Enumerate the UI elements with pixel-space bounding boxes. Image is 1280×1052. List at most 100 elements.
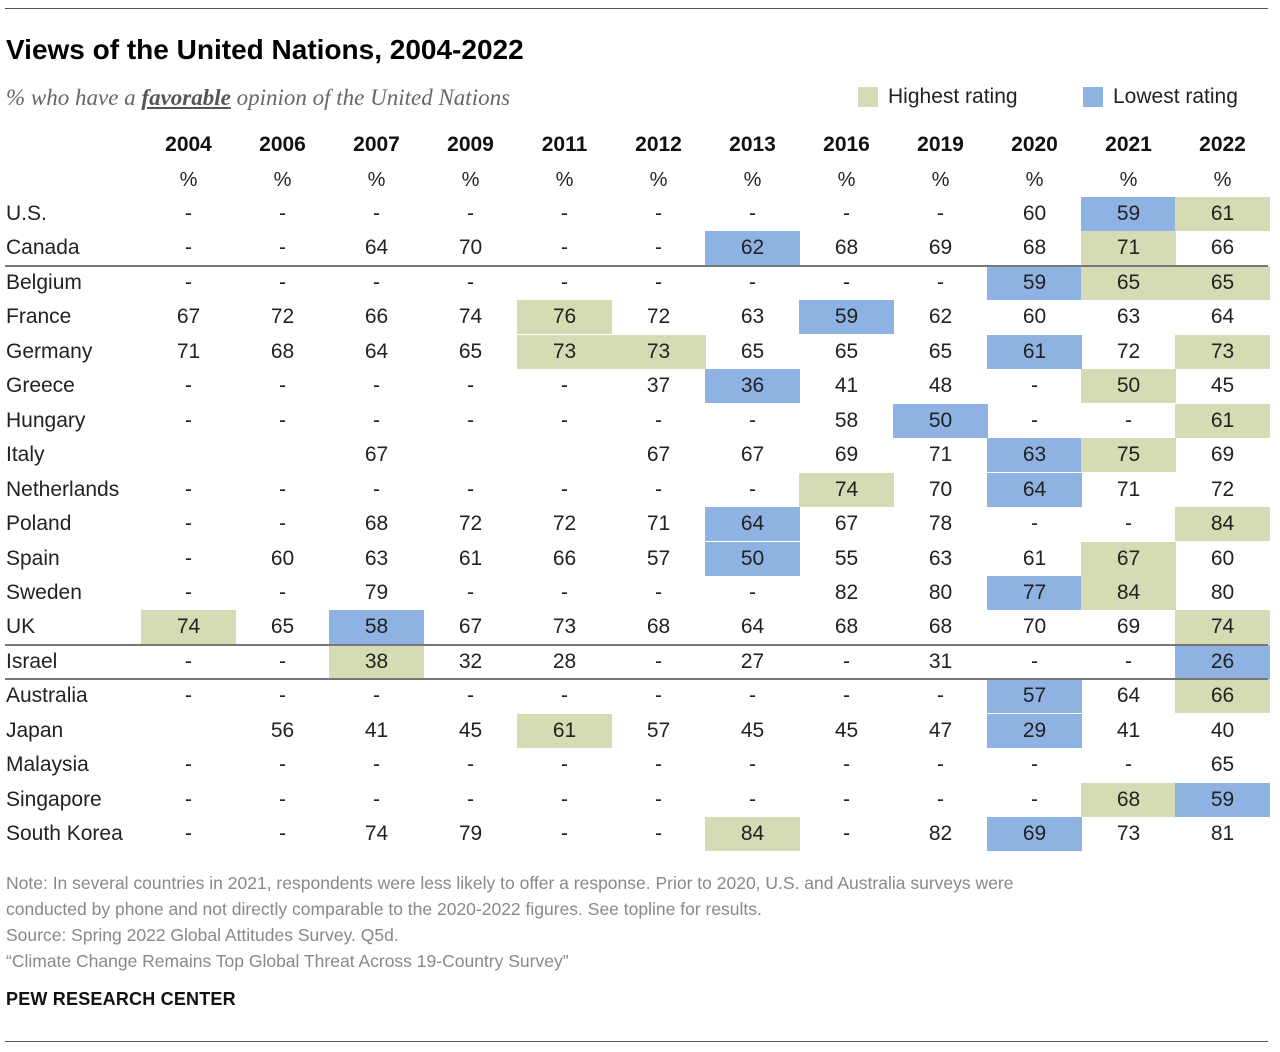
- row-label-south-korea: South Korea: [6, 822, 123, 845]
- cell-germany-2011: 73: [517, 335, 612, 369]
- year-header-2022: 2022: [1199, 133, 1246, 156]
- cell-australia-2016: -: [843, 684, 850, 707]
- legend-lowest: Lowest rating: [1083, 84, 1238, 110]
- cell-france-2020: 60: [1022, 305, 1047, 328]
- cell-canada-2009: 70: [458, 236, 483, 259]
- cell-u-s-2013: -: [749, 202, 756, 225]
- cell-belgium-2012: -: [655, 271, 662, 294]
- cell-greece-2004: -: [185, 374, 192, 397]
- cell-uk-2022: 74: [1175, 610, 1270, 644]
- cell-malaysia-2006: -: [279, 753, 286, 776]
- top-rule: [5, 8, 1268, 9]
- cell-israel-2006: -: [279, 650, 286, 673]
- cell-canada-2020: 68: [1022, 236, 1047, 259]
- cell-israel-2004: -: [185, 650, 192, 673]
- cell-u-s-2012: -: [655, 202, 662, 225]
- cell-sweden-2022: 80: [1210, 581, 1235, 604]
- year-header-2020: 2020: [1011, 133, 1058, 156]
- cell-spain-2007: 63: [364, 547, 389, 570]
- cell-singapore-2013: -: [749, 788, 756, 811]
- cell-uk-2007: 58: [329, 610, 424, 644]
- cell-australia-2022: 66: [1175, 679, 1270, 713]
- cell-south-korea-2016: -: [843, 822, 850, 845]
- cell-south-korea-2020: 69: [987, 817, 1082, 851]
- row-label-sweden: Sweden: [6, 581, 82, 604]
- cell-south-korea-2022: 81: [1210, 822, 1235, 845]
- cell-italy-2021: 75: [1081, 438, 1176, 472]
- row-label-japan: Japan: [6, 719, 64, 742]
- unit-label-2006: %: [273, 168, 292, 191]
- cell-netherlands-2021: 71: [1116, 478, 1141, 501]
- cell-sweden-2007: 79: [364, 581, 389, 604]
- year-header-2011: 2011: [541, 133, 588, 156]
- cell-poland-2013: 64: [705, 507, 800, 541]
- legend-lowest-swatch: [1083, 87, 1103, 107]
- cell-u-s-2004: -: [185, 202, 192, 225]
- cell-malaysia-2009: -: [467, 753, 474, 776]
- cell-poland-2006: -: [279, 512, 286, 535]
- cell-greece-2006: -: [279, 374, 286, 397]
- cell-italy-2006: [235, 438, 330, 472]
- cell-france-2009: 74: [458, 305, 483, 328]
- cell-italy-2009: [423, 438, 518, 472]
- cell-italy-2012: 67: [646, 443, 671, 466]
- cell-poland-2009: 72: [458, 512, 483, 535]
- cell-u-s-2019: -: [937, 202, 944, 225]
- year-header-2019: 2019: [917, 133, 964, 156]
- cell-singapore-2016: -: [843, 788, 850, 811]
- unit-label-2011: %: [555, 168, 574, 191]
- cell-poland-2016: 67: [834, 512, 859, 535]
- cell-italy-2007: 67: [364, 443, 389, 466]
- cell-poland-2007: 68: [364, 512, 389, 535]
- cell-netherlands-2022: 72: [1210, 478, 1235, 501]
- cell-canada-2006: -: [279, 236, 286, 259]
- cell-belgium-2016: -: [843, 271, 850, 294]
- cell-italy-2004: [141, 438, 236, 472]
- row-label-u-s: U.S.: [6, 202, 47, 225]
- cell-south-korea-2019: 82: [928, 822, 953, 845]
- unit-label-2007: %: [367, 168, 386, 191]
- cell-singapore-2007: -: [373, 788, 380, 811]
- cell-israel-2013: 27: [740, 650, 765, 673]
- cell-germany-2020: 61: [987, 335, 1082, 369]
- cell-u-s-2009: -: [467, 202, 474, 225]
- cell-greece-2012: 37: [646, 374, 671, 397]
- cell-spain-2012: 57: [646, 547, 671, 570]
- row-label-australia: Australia: [6, 684, 88, 707]
- cell-greece-2016: 41: [834, 374, 859, 397]
- cell-france-2021: 63: [1116, 305, 1141, 328]
- cell-malaysia-2007: -: [373, 753, 380, 776]
- cell-greece-2019: 48: [928, 374, 953, 397]
- cell-australia-2006: -: [279, 684, 286, 707]
- row-label-spain: Spain: [6, 547, 60, 570]
- unit-label-2012: %: [649, 168, 668, 191]
- cell-singapore-2011: -: [561, 788, 568, 811]
- group-divider-3: [5, 678, 1268, 680]
- cell-israel-2021: -: [1125, 650, 1132, 673]
- row-label-belgium: Belgium: [6, 271, 82, 294]
- cell-south-korea-2012: -: [655, 822, 662, 845]
- cell-greece-2013: 36: [705, 369, 800, 403]
- cell-spain-2011: 66: [552, 547, 577, 570]
- cell-netherlands-2004: -: [185, 478, 192, 501]
- cell-japan-2021: 41: [1116, 719, 1141, 742]
- subtitle-prefix: % who have a: [6, 85, 142, 110]
- cell-italy-2022: 69: [1210, 443, 1235, 466]
- cell-belgium-2011: -: [561, 271, 568, 294]
- chart-title: Views of the United Nations, 2004-2022: [6, 34, 524, 65]
- cell-malaysia-2021: -: [1125, 753, 1132, 776]
- row-label-singapore: Singapore: [6, 788, 102, 811]
- cell-israel-2020: -: [1031, 650, 1038, 673]
- unit-label-2009: %: [461, 168, 480, 191]
- unit-label-2016: %: [837, 168, 856, 191]
- cell-hungary-2020: -: [1031, 409, 1038, 432]
- cell-canada-2007: 64: [364, 236, 389, 259]
- cell-japan-2012: 57: [646, 719, 671, 742]
- cell-singapore-2022: 59: [1175, 783, 1270, 817]
- cell-sweden-2006: -: [279, 581, 286, 604]
- legend-highest: Highest rating: [858, 84, 1018, 110]
- cell-japan-2007: 41: [364, 719, 389, 742]
- cell-germany-2012: 73: [611, 335, 706, 369]
- cell-hungary-2012: -: [655, 409, 662, 432]
- cell-spain-2013: 50: [705, 542, 800, 576]
